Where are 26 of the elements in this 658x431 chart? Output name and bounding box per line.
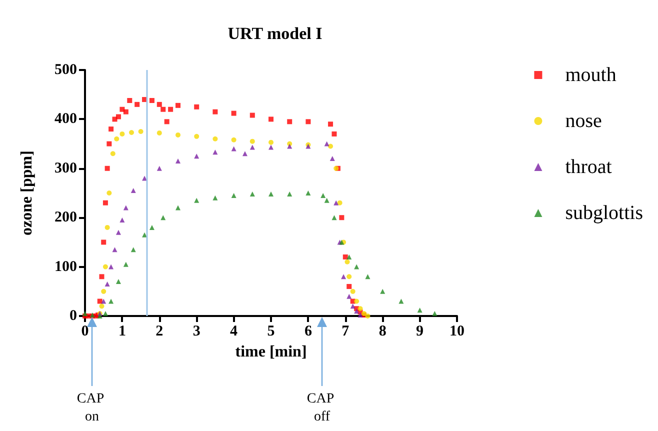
x-tick-label: 5 (267, 324, 275, 340)
legend-label: throat (565, 156, 612, 178)
text: CAP off (306, 392, 338, 424)
chart-title: URT model I (228, 24, 323, 43)
legend-label: mouth (565, 64, 616, 86)
y-tick-label: 0 (70, 308, 77, 324)
y-tick-label: 300 (54, 160, 77, 176)
x-tick-label: 4 (230, 324, 238, 340)
x-axis-title: time [min] (235, 344, 307, 360)
x-tick-label: 10 (450, 324, 464, 340)
x-tick-label: 6 (304, 324, 312, 340)
x-tick-label: 9 (416, 324, 424, 340)
x-tick-label: 7 (342, 324, 350, 340)
x-tick-label: 3 (192, 324, 200, 340)
legend-label: subglottis (565, 202, 644, 224)
x-tick-label: 8 (378, 324, 386, 340)
x-tick-label: 0 (81, 324, 89, 340)
x-tick-label: 2 (156, 324, 164, 340)
legend-label: nose (565, 110, 602, 132)
text: CAP on (76, 392, 108, 424)
y-tick-label: 400 (54, 111, 77, 128)
y-tick-label: 100 (54, 258, 77, 275)
x-tick-label: 1 (118, 324, 126, 340)
y-tick-label: 200 (54, 210, 77, 226)
y-tick-label: 500 (54, 62, 77, 78)
y-axis-title: ozone [ppm] (18, 150, 36, 236)
